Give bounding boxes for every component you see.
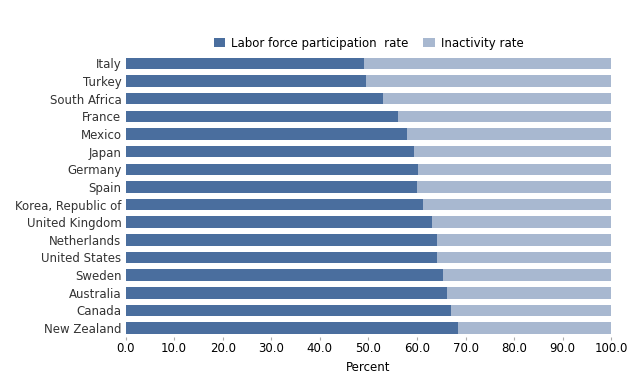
Bar <box>125 128 407 140</box>
Bar <box>437 234 611 245</box>
Bar <box>125 252 611 263</box>
Bar <box>125 128 611 140</box>
Bar <box>125 75 611 87</box>
Bar <box>451 305 611 316</box>
Bar <box>125 199 611 210</box>
Bar <box>125 93 611 105</box>
Bar <box>125 270 443 281</box>
Bar <box>413 146 611 158</box>
Bar <box>125 234 611 245</box>
Bar <box>418 163 611 175</box>
Bar <box>437 252 611 263</box>
Bar <box>125 287 611 298</box>
Bar <box>125 181 417 193</box>
Bar <box>125 110 611 122</box>
Bar <box>417 181 611 193</box>
X-axis label: Percent: Percent <box>346 361 391 374</box>
Bar <box>363 58 611 69</box>
Bar <box>125 217 611 228</box>
Bar <box>125 110 397 122</box>
Bar <box>365 75 611 87</box>
Bar <box>407 128 611 140</box>
Bar <box>125 163 611 175</box>
Bar <box>443 270 611 281</box>
Bar <box>125 287 447 298</box>
Bar <box>423 199 611 210</box>
Bar <box>447 287 611 298</box>
Bar <box>431 217 611 228</box>
Legend: Labor force participation  rate, Inactivity rate: Labor force participation rate, Inactivi… <box>209 32 528 55</box>
Bar <box>125 322 458 334</box>
Bar <box>125 75 365 87</box>
Bar <box>125 93 383 105</box>
Bar <box>125 58 611 69</box>
Bar <box>458 322 611 334</box>
Bar <box>125 305 611 316</box>
Bar <box>383 93 611 105</box>
Bar <box>125 58 363 69</box>
Bar <box>397 110 611 122</box>
Bar <box>125 199 423 210</box>
Bar <box>125 305 451 316</box>
Bar <box>125 146 413 158</box>
Bar <box>125 252 437 263</box>
Bar <box>125 322 611 334</box>
Bar <box>125 146 611 158</box>
Bar <box>125 234 437 245</box>
Bar <box>125 163 418 175</box>
Bar <box>125 270 611 281</box>
Bar <box>125 181 611 193</box>
Bar <box>125 217 431 228</box>
